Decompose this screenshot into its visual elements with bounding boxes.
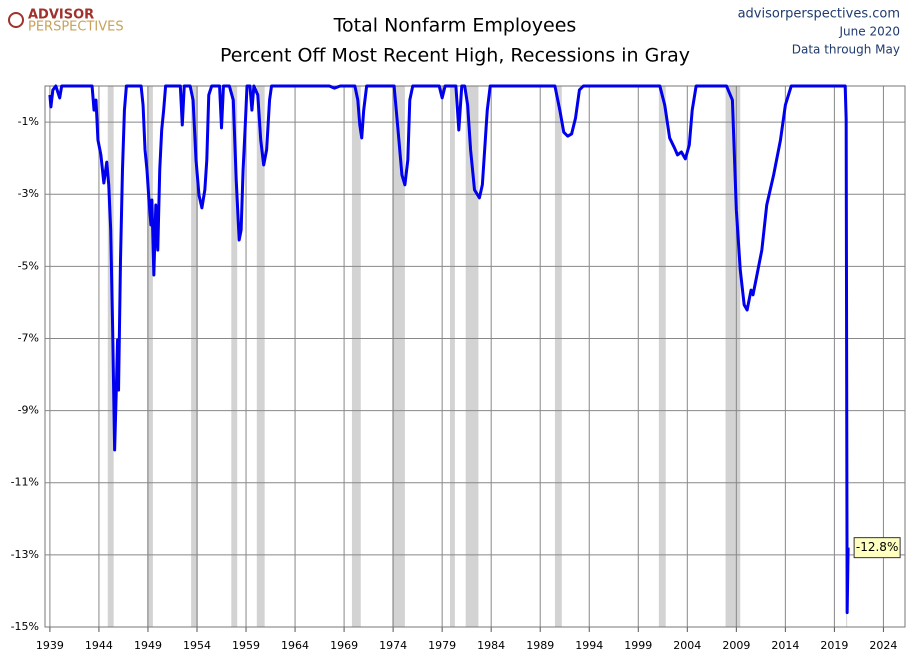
recession-band [392,86,405,627]
y-tick-label: -11% [11,476,39,489]
y-tick-label: -1% [18,115,39,128]
x-tick-label: 2014 [771,639,799,652]
line [48,84,850,615]
logo-icon [8,12,24,28]
y-tick-label: -7% [18,331,39,344]
x-tick-label: 1979 [428,639,456,652]
x-tick-label: 2004 [673,639,701,652]
recession-band [107,86,114,627]
recession-band [231,86,238,627]
x-tick-label: 1944 [85,639,113,652]
x-tick-label: 1954 [183,639,211,652]
y-tick-label: -13% [11,548,39,561]
x-tick-label: 2024 [869,639,897,652]
logo-text: PERSPECTIVES [28,20,124,35]
recession-band [256,86,265,627]
x-tick-label: 1949 [134,639,162,652]
x-tick-label: 1984 [477,639,505,652]
y-tick-label: -5% [18,259,39,272]
x-tick-label: 1959 [232,639,260,652]
chart-title: Total Nonfarm Employees [333,15,577,37]
recession-band [191,86,198,627]
x-tick-label: 1974 [379,639,407,652]
x-tick-label: 1999 [624,639,652,652]
recession-band [465,86,479,627]
recession-band [725,86,741,627]
recession-band [554,86,562,627]
source: advisorperspectives.com [738,7,900,22]
value-label: -12.8% [856,540,898,554]
logo-text: ADVISOR [28,8,94,23]
x-tick-label: 1964 [281,639,309,652]
x-tick-label: 1989 [526,639,554,652]
plot-border [44,85,906,628]
x-tick-label: 1969 [330,639,358,652]
chart-subtitle: Percent Off Most Recent High, Recessions… [220,45,690,67]
x-tick-label: 1994 [575,639,603,652]
date: June 2020 [839,25,901,39]
y-tick-label: -3% [18,187,39,200]
note: Data through May [792,43,900,57]
y-tick-label: -15% [11,620,39,633]
y-tick-label: -9% [18,404,39,417]
x-tick-label: 2019 [820,639,848,652]
recession-band [146,86,153,627]
label-box [853,537,901,559]
recession-band [449,86,455,627]
recession-band [658,86,666,627]
recession-band [351,86,361,627]
x-tick-label: 2009 [722,639,750,652]
x-tick-label: 1939 [36,639,64,652]
